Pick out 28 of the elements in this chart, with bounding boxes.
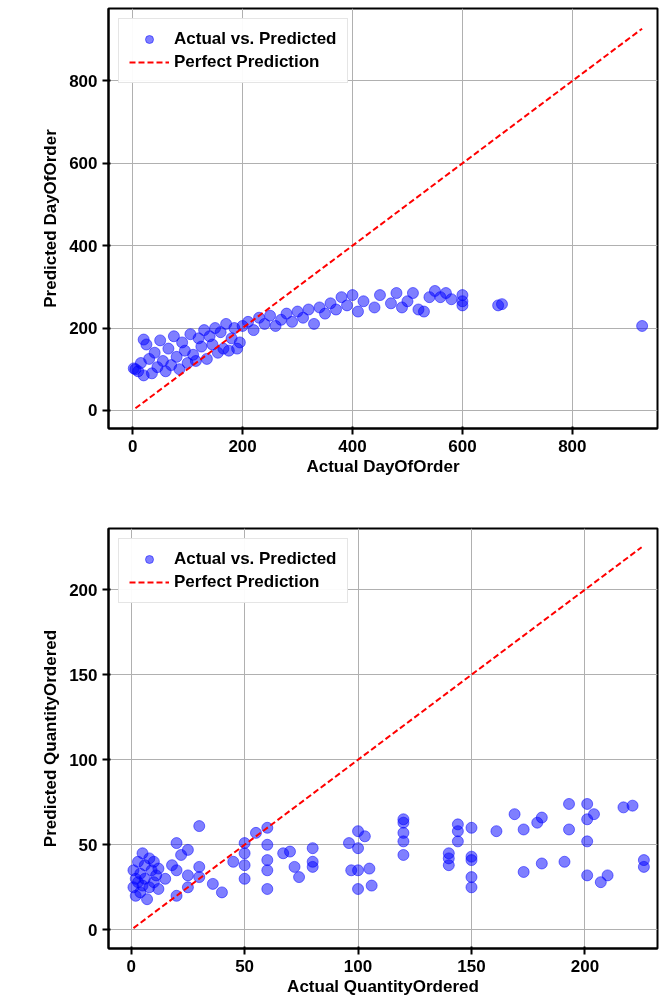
y-tick-label: 800 [69,71,98,91]
y-tick-label: 600 [69,154,98,174]
x-tick-label: 200 [228,436,257,456]
legend-label: Perfect Prediction [174,52,320,72]
x-axis-title: Actual QuantityOrdered [287,976,479,996]
x-tick-label: 0 [126,956,136,976]
legend-label: Actual vs. Predicted [174,29,337,49]
y-tick-label: 100 [69,750,98,770]
y-axis-title: Predicted QuantityOrdered [41,629,61,848]
y-tick-label: 0 [88,920,98,940]
y-tick-label: 150 [69,665,98,685]
y-axis-title: Predicted DayOfOrder [41,128,61,308]
x-tick-label: 150 [457,956,486,976]
y-tick-label: 200 [69,580,98,600]
x-tick-label: 200 [570,956,600,976]
x-tick-label: 0 [127,436,138,456]
x-tick-label: 100 [343,956,373,976]
y-tick-label: 200 [69,319,98,339]
x-axis-title: Actual DayOfOrder [306,456,460,476]
x-tick-label: 400 [338,436,367,456]
y-tick-label: 0 [88,401,98,421]
x-tick-label: 50 [235,956,255,976]
x-tick-label: 800 [558,436,587,456]
legend-label: Perfect Prediction [174,572,320,592]
y-tick-label: 50 [78,835,98,855]
legend-label: Actual vs. Predicted [174,549,337,569]
y-tick-label: 400 [69,236,98,256]
x-tick-label: 600 [448,436,477,456]
